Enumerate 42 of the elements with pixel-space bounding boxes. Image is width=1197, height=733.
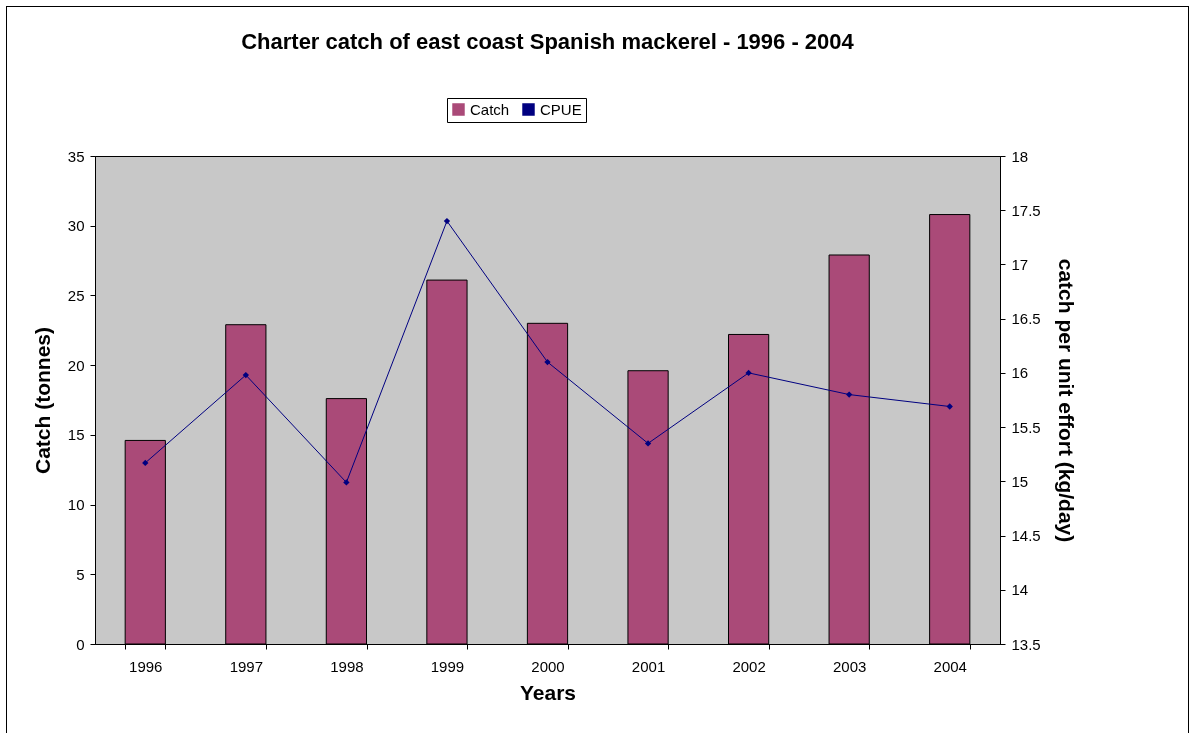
y-tick-label: 0 xyxy=(76,635,85,653)
x-tick-label: 2002 xyxy=(732,657,766,675)
y2-tick-label: 14 xyxy=(1011,581,1029,599)
y2-tick-label: 15.5 xyxy=(1011,418,1041,436)
point xyxy=(142,459,149,467)
legend-label: Catch xyxy=(470,100,510,118)
y-tick-label: 35 xyxy=(67,147,85,165)
y2-axis-title: catch per unit effort (kg/day) xyxy=(1054,258,1078,543)
point xyxy=(242,371,249,379)
x-tick-label: 2003 xyxy=(832,657,867,675)
point xyxy=(443,217,451,225)
y2-tick-label: 17.5 xyxy=(1011,201,1041,219)
y-tick-label: 20 xyxy=(67,356,85,374)
point xyxy=(846,391,853,398)
x-tick-label: 1998 xyxy=(330,657,364,675)
point xyxy=(745,369,752,377)
x-tick-label: 2000 xyxy=(531,657,565,675)
y-tick-label: 5 xyxy=(76,565,85,583)
x-tick-label: 1996 xyxy=(129,657,163,675)
y2-tick-label: 15 xyxy=(1011,472,1029,490)
legend-label: CPUE xyxy=(540,100,582,118)
y-tick-label: 15 xyxy=(67,426,85,444)
y-axis-title: Catch (tonnes) xyxy=(30,327,54,474)
y2-tick-label: 14.5 xyxy=(1011,527,1041,545)
y-tick-label: 10 xyxy=(67,496,85,514)
y2-tick-label: 17 xyxy=(1011,255,1029,273)
y-tick-label: 25 xyxy=(67,286,85,304)
point xyxy=(644,440,652,447)
x-tick-label: 2001 xyxy=(631,657,666,675)
x-tick-label: 1999 xyxy=(430,657,465,675)
y2-tick-label: 13.5 xyxy=(1011,635,1041,653)
x-tick-label: 1997 xyxy=(229,657,264,675)
y2-tick-label: 18 xyxy=(1011,147,1029,165)
point xyxy=(343,479,350,486)
y-tick-label: 30 xyxy=(67,217,85,235)
y2-tick-label: 16.5 xyxy=(1011,310,1041,328)
point xyxy=(946,403,953,410)
x-tick-label: 2004 xyxy=(933,657,967,675)
point xyxy=(544,358,551,366)
chart-title: Charter catch of east coast Spanish mackerel - 1996 - 2004 xyxy=(241,28,855,54)
y2-tick-label: 16 xyxy=(1011,364,1029,382)
x-axis-title: Years xyxy=(519,680,577,704)
